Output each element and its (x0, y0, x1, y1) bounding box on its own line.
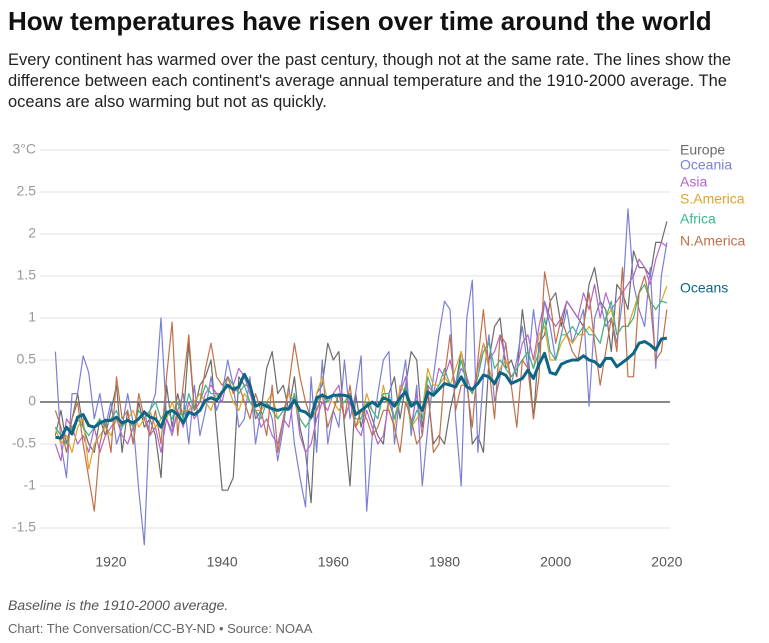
line (54, 283, 668, 470)
line (54, 241, 668, 462)
chart: -1.5 -1 -0.5 0 0.5 1 1.5 2 2.5 3°C 1920 1940 1960 198… (12, 141, 746, 570)
x-tick-label: 1980 (429, 554, 460, 570)
x-tick-label: 1920 (95, 554, 126, 570)
note: Baseline is the 1910-2000 average. (8, 597, 229, 613)
x-tick-label: 1960 (318, 554, 349, 570)
y-tick-label: 1.5 (17, 267, 37, 283)
y-tick-label: 2 (28, 225, 36, 241)
y-tick-label: 2.5 (17, 183, 37, 199)
y-tick-label: -0.5 (12, 435, 36, 451)
x-tick-label: 1940 (207, 554, 238, 570)
title: How temperatures have risen over time ar… (8, 6, 712, 36)
legend-label: Africa (680, 211, 716, 227)
legend-label: Oceans (680, 280, 728, 296)
y-tick-label: 0.5 (17, 351, 37, 367)
y-tick-label: 1 (28, 309, 36, 325)
legend-label: Oceania (680, 157, 732, 173)
legend-label: Asia (680, 174, 707, 190)
y-tick-label: -1.5 (12, 519, 36, 535)
y-tick-label: 3°C (13, 141, 37, 157)
line (54, 283, 668, 445)
y-tick-label: -1 (24, 477, 37, 493)
line (54, 221, 668, 504)
y-tick-label: 0 (28, 393, 36, 409)
line (54, 208, 668, 546)
legend-label: Europe (680, 142, 725, 158)
subtitle: Every continent has warmed over the past… (8, 51, 732, 111)
source: Chart: The Conversation/CC-BY-ND • Sourc… (8, 621, 313, 636)
legend-label: N.America (680, 233, 746, 249)
x-tick-label: 2020 (651, 554, 682, 570)
x-tick-label: 2000 (540, 554, 571, 570)
legend-label: S.America (680, 191, 745, 207)
line (55, 336, 668, 440)
